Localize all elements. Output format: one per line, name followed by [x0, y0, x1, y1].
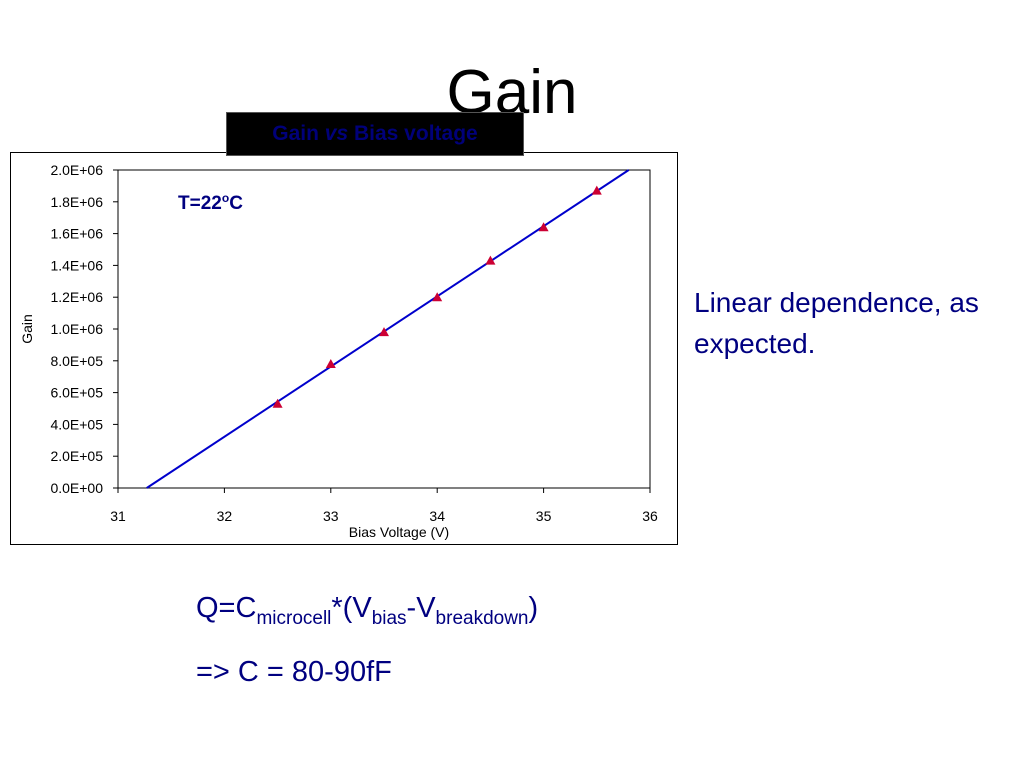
data-point — [485, 255, 496, 265]
y-tick-label: 1.2E+06 — [50, 289, 103, 305]
capacitance-result: => C = 80-90fF — [196, 656, 392, 688]
x-tick-label: 34 — [429, 508, 445, 524]
charge-formula: Q=Cmicrocell*(Vbias-Vbreakdown) — [196, 592, 539, 629]
y-tick-label: 4.0E+05 — [50, 416, 103, 432]
y-tick-label: 8.0E+05 — [50, 353, 103, 369]
chart-title-italic: vs — [324, 122, 349, 145]
y-tick-label: 1.0E+06 — [50, 321, 103, 337]
data-point — [379, 327, 389, 337]
x-tick-label: 32 — [217, 508, 233, 524]
data-point — [272, 398, 283, 408]
side-note: Linear dependence, as expected. — [694, 287, 979, 359]
data-point — [325, 358, 336, 368]
temperature-annotation: T=22oC — [178, 191, 243, 214]
y-tick-label: 6.0E+05 — [50, 385, 103, 401]
y-tick-label: 2.0E+06 — [50, 162, 103, 178]
chart-title-suffix: Bias voltage — [348, 122, 478, 145]
x-tick-label: 33 — [323, 508, 339, 524]
y-tick-label: 1.4E+06 — [50, 257, 103, 273]
x-axis-label: Bias Voltage (V) — [349, 524, 449, 540]
x-tick-label: 35 — [536, 508, 552, 524]
data-point — [432, 292, 443, 302]
chart-title-prefix: Gain — [272, 122, 325, 145]
chart-frame — [10, 152, 678, 545]
fit-line — [146, 169, 630, 489]
y-tick-label: 1.6E+06 — [50, 226, 103, 242]
y-tick-label: 2.0E+05 — [50, 448, 103, 464]
x-tick-label: 31 — [110, 508, 126, 524]
y-tick-label: 0.0E+00 — [50, 480, 103, 496]
y-tick-label: 1.8E+06 — [50, 194, 103, 210]
x-tick-label: 36 — [642, 508, 658, 524]
chart-title: Gain vs Bias voltage — [226, 112, 524, 156]
data-point — [538, 222, 549, 232]
data-point — [591, 185, 602, 195]
y-axis-label: Gain — [19, 314, 35, 344]
